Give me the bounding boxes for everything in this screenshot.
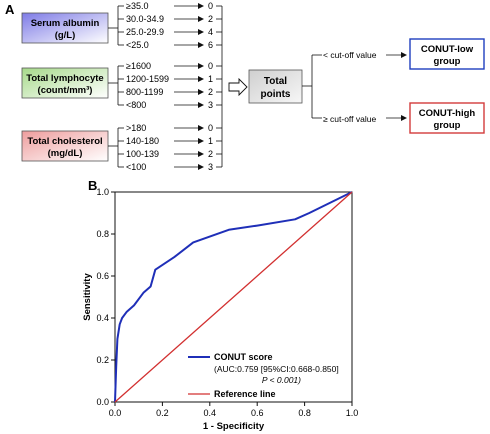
conut-high-line1: CONUT-high xyxy=(419,108,476,119)
albumin-score-row: 4 xyxy=(208,27,213,37)
total-points-box: Total points xyxy=(248,69,303,104)
total-cholesterol-unit: (mg/dL) xyxy=(48,148,83,159)
albumin-range-row: 30.0-34.9 xyxy=(126,14,164,24)
cholesterol-score-row: 2 xyxy=(208,149,213,159)
y-axis-label: Sensitivity xyxy=(82,273,93,321)
albumin-range-row: 25.0-29.9 xyxy=(126,27,164,37)
serum-albumin-unit: (g/L) xyxy=(55,30,76,41)
serum-albumin-title: Serum albumin xyxy=(31,18,100,29)
albumin-score-row: 0 xyxy=(208,1,213,11)
albumin-score-row: 6 xyxy=(208,40,213,50)
cholesterol-score-row: 3 xyxy=(208,162,213,172)
panel-b-label: B xyxy=(88,178,97,193)
x-tick-label: 0.8 xyxy=(298,408,311,418)
albumin-range-row: <25.0 xyxy=(126,40,149,50)
y-tick-label: 0.0 xyxy=(96,397,109,407)
albumin-range-row: ≥35.0 xyxy=(126,1,148,11)
x-tick-label: 1.0 xyxy=(346,408,359,418)
group-arrows xyxy=(386,52,407,121)
serum-albumin-bracket xyxy=(108,5,124,46)
lymphocyte-range-row: <800 xyxy=(126,100,146,110)
conut-high-group-box: CONUT-high group xyxy=(409,102,485,134)
score-collector-bracket xyxy=(216,5,223,168)
x-tick-label: 0.0 xyxy=(109,408,122,418)
total-lymphocyte-unit: (count/mm³) xyxy=(38,85,93,96)
conut-low-line1: CONUT-low xyxy=(421,44,474,55)
lymphocyte-score-row: 3 xyxy=(208,100,213,110)
cutoff-low-label: < cut-off value xyxy=(323,50,377,60)
y-tick-label: 0.8 xyxy=(96,229,109,239)
legend-annotation-p: P < 0.001) xyxy=(262,375,301,385)
y-tick-label: 0.6 xyxy=(96,271,109,281)
cholesterol-range-row: 100-139 xyxy=(126,149,159,159)
legend-label-conut: CONUT score xyxy=(214,352,273,362)
cutoff-high-label: ≥ cut-off value xyxy=(323,114,376,124)
x-axis-label: 1 - Specificity xyxy=(203,421,265,432)
albumin-score-row: 2 xyxy=(208,14,213,24)
total-cholesterol-title: Total cholesterol xyxy=(27,136,102,147)
total-lymphocyte-bracket xyxy=(108,65,124,106)
total-cholesterol-box: Total cholesterol (mg/dL) xyxy=(21,130,109,162)
lymphocyte-score-row: 2 xyxy=(208,87,213,97)
plot-frame xyxy=(114,191,353,403)
cutoff-split-bracket xyxy=(302,54,322,119)
lymphocyte-range-row: 1200-1599 xyxy=(126,74,169,84)
total-lymphocyte-title: Total lymphocyte xyxy=(26,73,103,84)
total-points-line2: points xyxy=(261,89,291,100)
legend-label-reference: Reference line xyxy=(214,389,276,399)
serum-albumin-box: Serum albumin (g/L) xyxy=(21,12,109,44)
total-cholesterol-bracket xyxy=(108,127,124,168)
conut-low-line2: group xyxy=(434,56,461,67)
conut-score-line xyxy=(114,191,353,403)
hollow-arrow-icon xyxy=(228,77,248,97)
score-arrows xyxy=(174,3,204,170)
cholesterol-range-row: <100 xyxy=(126,162,146,172)
lymphocyte-score-row: 1 xyxy=(208,74,213,84)
y-tick-label: 0.4 xyxy=(96,313,109,323)
roc-chart: 0.0 0.2 0.4 0.6 0.8 1.0 0.0 0.2 0.4 0.6 0.8 1.0 1 - … xyxy=(82,187,358,432)
lymphocyte-score-row: 0 xyxy=(208,61,213,71)
reference-line xyxy=(114,191,353,403)
lymphocyte-range-row: ≥1600 xyxy=(126,61,151,71)
total-points-line1: Total xyxy=(264,76,287,87)
total-lymphocyte-box: Total lymphocyte (count/mm³) xyxy=(21,67,109,99)
conut-low-group-box: CONUT-low group xyxy=(409,38,485,70)
panel-a-label: A xyxy=(5,2,15,17)
y-tick-label: 0.2 xyxy=(96,355,109,365)
cholesterol-range-row: 140-180 xyxy=(126,136,159,146)
cholesterol-range-row: >180 xyxy=(126,123,146,133)
lymphocyte-range-row: 800-1199 xyxy=(126,87,163,97)
cholesterol-score-row: 1 xyxy=(208,136,213,146)
legend-annotation-auc: (AUC:0.759 [95%CI:0.668-0.850] xyxy=(214,364,339,374)
cholesterol-score-row: 0 xyxy=(208,123,213,133)
x-tick-label: 0.6 xyxy=(251,408,264,418)
x-tick-label: 0.2 xyxy=(156,408,169,418)
y-tick-label: 1.0 xyxy=(96,187,109,197)
conut-high-line2: group xyxy=(434,120,461,131)
x-tick-label: 0.4 xyxy=(204,408,217,418)
